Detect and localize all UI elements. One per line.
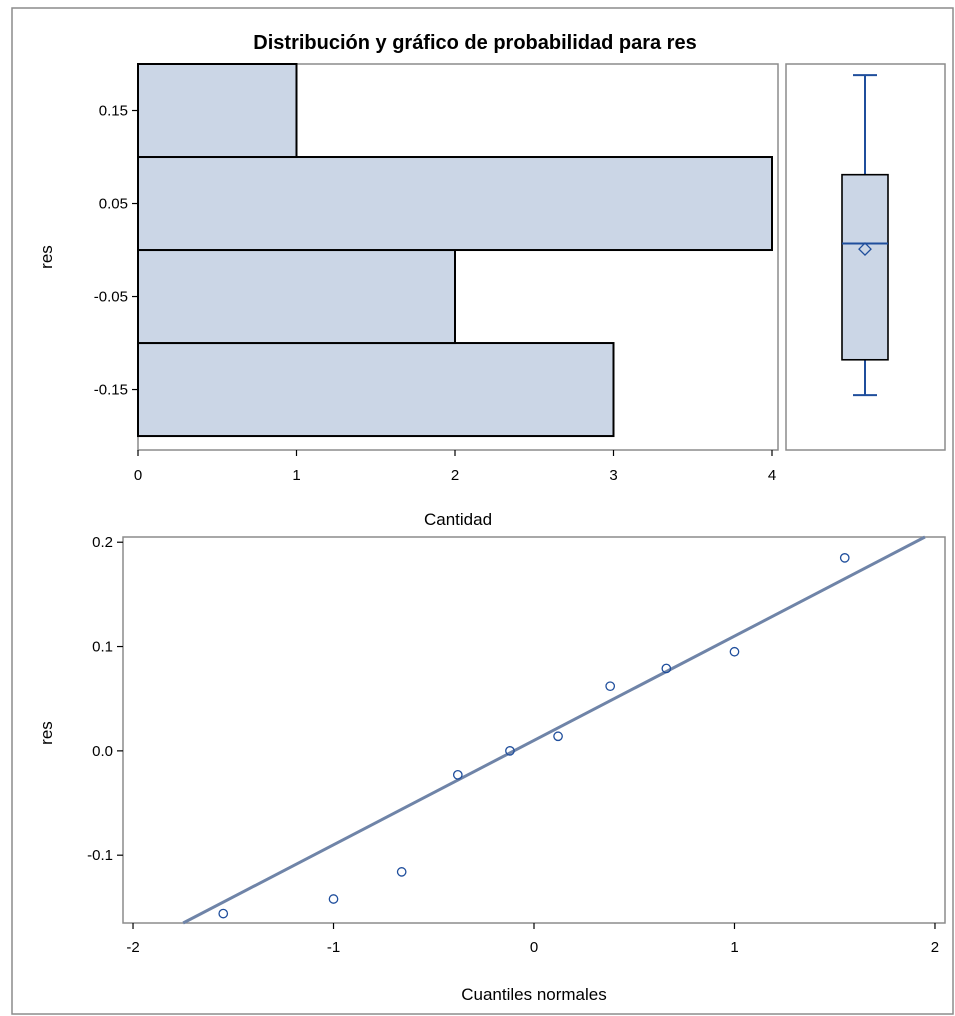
probability-y-tick-label: -0.1 xyxy=(87,847,113,864)
histogram-y-tick-label: 0.05 xyxy=(99,196,128,213)
probability-point xyxy=(661,663,672,674)
probability-point xyxy=(729,646,740,657)
histogram-bars xyxy=(137,63,773,438)
chart-title: Distribución y gráfico de probabilidad p… xyxy=(253,32,696,54)
probability-y-ticks: -0.1 0.0 0.1 0.2 xyxy=(87,534,123,864)
probability-y-axis-label: res xyxy=(37,721,56,745)
probability-point xyxy=(839,553,850,563)
boxplot-mean-marker xyxy=(858,242,872,257)
probability-x-tick-label: 0 xyxy=(530,939,538,956)
reference-line xyxy=(182,535,926,925)
histogram-bar xyxy=(137,249,456,345)
probability-x-tick-label: 2 xyxy=(931,939,939,956)
histogram-x-ticks: 0 1 2 3 4 xyxy=(134,450,776,484)
histogram-x-tick-label: 0 xyxy=(134,467,142,484)
reference-line-group xyxy=(182,535,926,925)
probability-point xyxy=(505,746,515,756)
figure-border xyxy=(11,7,954,1015)
histogram-y-tick-label: -0.05 xyxy=(94,289,128,306)
probability-x-tick-label: -1 xyxy=(327,939,340,956)
probability-point xyxy=(553,731,563,742)
histogram-bar xyxy=(137,63,298,159)
histogram-bar xyxy=(137,156,773,252)
probability-x-axis-label: Cuantiles normales xyxy=(461,985,607,1004)
histogram-x-tick-label: 2 xyxy=(451,467,459,484)
probability-point xyxy=(452,770,463,780)
probability-x-tick-label: 1 xyxy=(730,939,738,956)
probability-y-tick-label: 0.1 xyxy=(92,639,113,656)
probability-y-tick-label: 0.0 xyxy=(92,743,113,760)
probability-x-tick-label: -2 xyxy=(126,939,139,956)
histogram-y-tick-label: 0.15 xyxy=(99,103,128,120)
histogram-bar xyxy=(137,342,615,438)
histogram-y-tick-label: -0.15 xyxy=(94,382,128,399)
histogram-x-tick-label: 1 xyxy=(292,467,300,484)
boxplot-box xyxy=(841,173,889,361)
probability-x-ticks: -2 -1 0 1 2 xyxy=(126,923,939,956)
probability-point xyxy=(605,681,616,692)
probability-point xyxy=(396,867,407,877)
histogram-x-tick-label: 4 xyxy=(768,467,776,484)
histogram-x-axis-label: Cantidad xyxy=(424,510,492,529)
probability-points xyxy=(218,553,850,919)
probability-plot-frame xyxy=(122,536,946,924)
probability-point xyxy=(218,908,229,919)
probability-plot-panel: -0.1 0.0 0.1 0.2 -2 -1 0 1 2 res Cuantiles norm… xyxy=(37,534,946,1004)
probability-y-tick-label: 0.2 xyxy=(92,534,113,551)
probability-point xyxy=(328,894,339,904)
histogram-x-tick-label: 3 xyxy=(609,467,617,484)
histogram-y-ticks: -0.15 -0.05 0.05 0.15 xyxy=(94,103,138,399)
histogram-panel: -0.15 -0.05 0.05 0.15 0 1 2 3 4 res Cantidad xyxy=(37,63,779,529)
boxplot-panel xyxy=(785,63,946,451)
boxplot xyxy=(841,74,889,397)
histogram-y-axis-label: res xyxy=(37,245,56,269)
boxplot-frame xyxy=(785,63,946,451)
